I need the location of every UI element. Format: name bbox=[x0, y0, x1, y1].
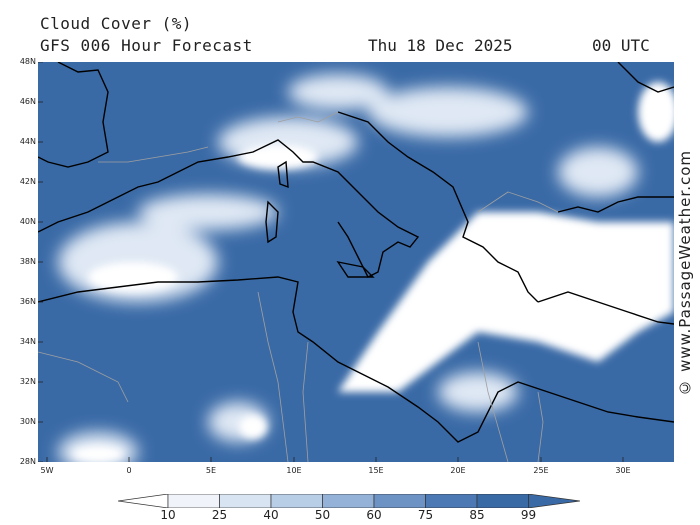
legend-swatch bbox=[270, 494, 323, 508]
legend-value: 10 bbox=[160, 508, 176, 522]
latitude-label: 34N bbox=[19, 337, 36, 346]
forecast-subtitle: GFS 006 Hour Forecast bbox=[40, 36, 253, 55]
longitude-label: 10E bbox=[286, 466, 302, 475]
lat-lon-ticks bbox=[38, 62, 624, 462]
longitude-label: 5E bbox=[205, 466, 217, 475]
longitude-label: 15E bbox=[368, 466, 384, 475]
latitude-label: 46N bbox=[19, 97, 36, 106]
longitude-label: 25E bbox=[533, 466, 549, 475]
coastlines bbox=[38, 62, 674, 443]
forecast-time: 00 UTC bbox=[592, 36, 650, 55]
legend-right-arrow bbox=[528, 494, 580, 508]
legend-value: 85 bbox=[469, 508, 485, 522]
cloud-cover-map bbox=[38, 62, 674, 462]
country-borders bbox=[38, 111, 559, 462]
map-title: Cloud Cover (%) bbox=[40, 14, 192, 33]
latitude-label: 30N bbox=[19, 417, 36, 426]
latitude-label: 32N bbox=[19, 377, 36, 386]
website-credit: © www.PassageWeather.com bbox=[676, 150, 694, 397]
cloud-clear-areas bbox=[73, 82, 674, 462]
latitude-label: 44N bbox=[19, 137, 36, 146]
legend-value: 50 bbox=[314, 508, 331, 522]
legend-value: 75 bbox=[417, 508, 434, 522]
legend-swatch bbox=[322, 494, 375, 508]
longitude-label: 5W bbox=[40, 466, 54, 475]
forecast-date: Thu 18 Dec 2025 bbox=[368, 36, 513, 55]
longitude-label: 20E bbox=[450, 466, 466, 475]
legend-swatch bbox=[425, 494, 478, 508]
legend-swatch bbox=[167, 494, 220, 508]
legend-value: 99 bbox=[520, 508, 537, 522]
longitude-label: 0 bbox=[126, 466, 132, 475]
color-scale-legend bbox=[118, 494, 580, 508]
legend-swatch bbox=[219, 494, 272, 508]
latitude-label: 38N bbox=[19, 257, 36, 266]
legend-left-arrow bbox=[118, 494, 169, 508]
latitude-label: 42N bbox=[19, 177, 36, 186]
latitude-label: 40N bbox=[19, 217, 36, 226]
latitude-label: 48N bbox=[19, 57, 36, 66]
legend-swatch bbox=[373, 494, 426, 508]
legend-swatch bbox=[476, 494, 529, 508]
legend-value: 60 bbox=[366, 508, 382, 522]
legend-value: 25 bbox=[211, 508, 228, 522]
longitude-label: 30E bbox=[615, 466, 631, 475]
legend-value: 40 bbox=[263, 508, 279, 522]
latitude-label: 36N bbox=[19, 297, 36, 306]
latitude-label: 28N bbox=[19, 457, 36, 466]
